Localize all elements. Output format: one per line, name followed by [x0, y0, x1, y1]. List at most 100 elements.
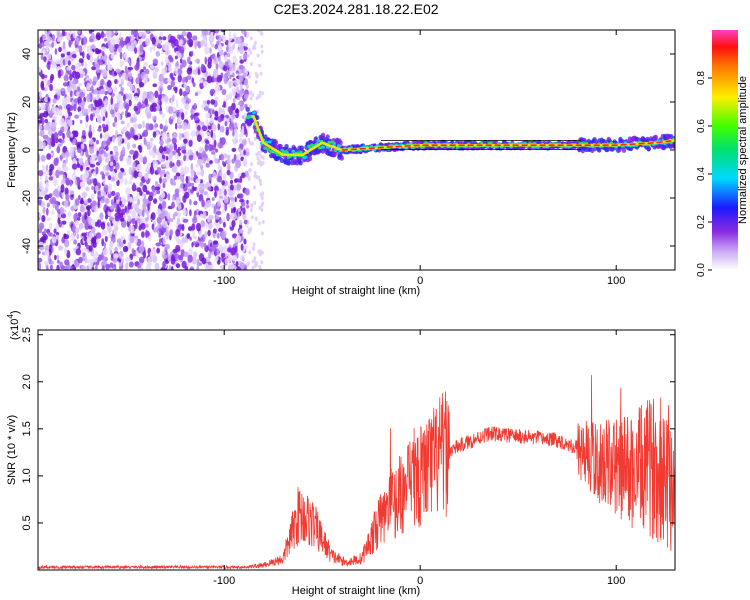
noise-dot: [92, 106, 97, 111]
noise-dot: [194, 210, 197, 216]
noise-dot: [104, 157, 110, 163]
noise-dot: [231, 147, 237, 152]
noise-dot: [235, 261, 239, 268]
noise-dot: [188, 248, 193, 256]
noise-dot: [231, 247, 236, 256]
track-mid: [263, 146, 267, 150]
noise-dot: [75, 62, 80, 70]
noise-dot: [255, 152, 259, 157]
noise-dot: [180, 174, 185, 183]
noise-dot: [139, 245, 145, 253]
noise-dot: [38, 105, 41, 110]
noise-dot: [179, 88, 183, 96]
noise-dot: [133, 116, 136, 123]
noise-dot: [152, 70, 158, 76]
noise-dot: [209, 160, 213, 164]
noise-dot: [186, 31, 193, 40]
noise-dot: [38, 132, 41, 137]
noise-dot: [230, 69, 234, 76]
noise-dot: [133, 123, 139, 129]
noise-dot: [150, 162, 154, 169]
noise-dot: [200, 240, 204, 249]
noise-dot: [146, 223, 149, 228]
noise-dot: [119, 60, 124, 68]
noise-dot: [73, 103, 77, 112]
noise-dot: [211, 244, 217, 252]
noise-dot: [258, 94, 262, 99]
noise-dot: [70, 265, 74, 270]
noise-dot: [242, 72, 247, 78]
noise-dot: [213, 157, 219, 164]
noise-dot: [214, 185, 219, 193]
noise-dot: [62, 133, 65, 140]
noise-dot: [69, 179, 73, 187]
noise-dot: [255, 96, 259, 101]
noise-dot: [259, 179, 262, 183]
noise-dot: [224, 54, 228, 62]
noise-dot: [126, 214, 131, 222]
noise-dot: [75, 37, 79, 46]
noise-dot: [127, 93, 133, 102]
track-halo: [320, 132, 326, 138]
noise-dot: [214, 255, 219, 262]
noise-dot: [139, 82, 145, 88]
noise-dot: [97, 128, 102, 132]
noise-dot: [58, 108, 63, 117]
noise-dot: [47, 137, 51, 145]
noise-dot: [183, 95, 189, 100]
noise-dot: [205, 139, 210, 145]
noise-dot: [156, 166, 161, 174]
noise-dot: [89, 124, 92, 133]
noise-dot: [104, 235, 108, 243]
noise-dot: [181, 30, 187, 37]
noise-dot: [154, 90, 159, 99]
noise-dot: [167, 55, 173, 60]
noise-dot: [193, 152, 197, 161]
noise-dot: [156, 248, 161, 254]
noise-dot: [185, 151, 190, 158]
noise-dot: [145, 140, 148, 147]
noise-dot: [92, 242, 97, 248]
noise-dot: [235, 235, 242, 243]
noise-dot: [137, 198, 141, 206]
noise-dot: [153, 145, 157, 153]
noise-dot: [184, 110, 188, 116]
noise-dot: [38, 119, 43, 124]
noise-dot: [127, 58, 131, 64]
noise-dot: [251, 141, 255, 146]
noise-dot: [120, 196, 127, 205]
noise-dot: [134, 47, 138, 54]
noise-dot: [130, 225, 135, 234]
track-mid: [330, 140, 335, 144]
noise-dot: [212, 228, 217, 234]
track-mid: [318, 146, 322, 150]
noise-dot: [200, 63, 205, 71]
noise-dot: [221, 231, 226, 240]
noise-dot: [64, 58, 68, 65]
noise-dot: [199, 81, 205, 90]
noise-dot: [211, 151, 216, 155]
noise-dot: [50, 122, 56, 128]
noise-dot: [169, 229, 174, 236]
noise-dot: [62, 59, 66, 66]
noise-dot: [59, 207, 65, 215]
noise-dot: [47, 54, 52, 60]
spectrogram-xlabel: Height of straight line (km): [292, 285, 420, 297]
noise-dot: [148, 235, 152, 242]
noise-dot: [239, 262, 245, 269]
noise-dot: [108, 64, 113, 71]
noise-dot: [77, 96, 82, 104]
noise-dot: [155, 51, 161, 57]
noise-dot: [151, 36, 156, 45]
noise-dot: [38, 170, 44, 177]
noise-dot: [168, 67, 173, 72]
noise-dot: [188, 226, 193, 232]
noise-dot: [172, 137, 177, 145]
noise-dot: [245, 204, 250, 209]
noise-dot: [109, 205, 115, 210]
noise-dot: [105, 30, 110, 37]
colorbar-tick-label: 0.2: [696, 215, 707, 229]
noise-dot: [181, 112, 185, 121]
noise-dot: [132, 182, 136, 191]
noise-dot: [45, 181, 49, 189]
